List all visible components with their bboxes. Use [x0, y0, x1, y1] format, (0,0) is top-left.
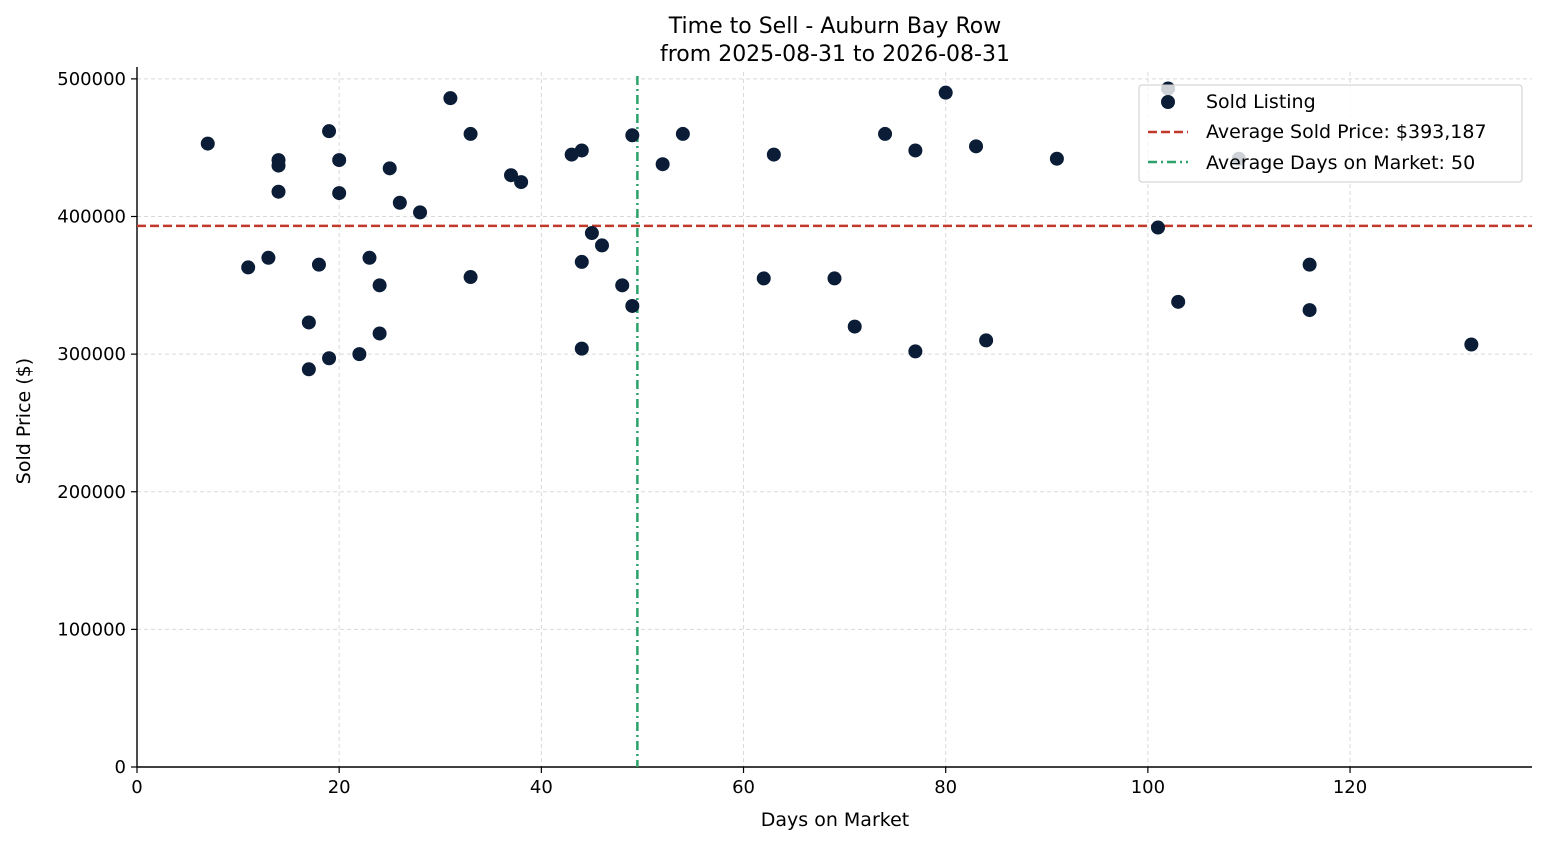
sold-listing-point [504, 168, 519, 183]
sold-listing-point [756, 271, 771, 286]
sold-listing-point [200, 136, 215, 151]
sold-listing-point [514, 175, 529, 190]
y-tick-label: 0 [115, 757, 126, 778]
sold-listing-point [625, 298, 640, 313]
x-tick-label: 20 [328, 777, 351, 798]
sold-listing-point [938, 85, 953, 100]
sold-listing-point [311, 257, 326, 272]
sold-listing-point [595, 238, 609, 253]
sold-listing-point [1302, 257, 1317, 272]
sold-listing-point [301, 362, 316, 377]
legend-label-avg-price: Average Sold Price: $393,187 [1206, 121, 1487, 143]
y-tick-label: 300000 [57, 344, 126, 365]
sold-listing-point [615, 278, 630, 293]
sold-listing-point [1150, 220, 1165, 235]
sold-listing-point [1171, 294, 1186, 309]
sold-listing-point [362, 250, 377, 265]
sold-listing-point [392, 195, 407, 210]
sold-listing-point [372, 278, 387, 293]
legend-label-avg-days: Average Days on Market: 50 [1206, 152, 1475, 174]
sold-listing-point [655, 157, 670, 172]
sold-listing-point [908, 143, 923, 158]
sold-listing-point [766, 147, 781, 162]
chart-subtitle: from 2025-08-31 to 2026-08-31 [660, 42, 1010, 67]
x-tick-label: 60 [732, 777, 755, 798]
x-tick-label: 80 [934, 777, 957, 798]
sold-listing-point [908, 344, 923, 359]
sold-listing-point [271, 158, 286, 173]
legend-box [1138, 84, 1523, 183]
legend: Sold Listing Average Sold Price: $393,18… [1138, 84, 1523, 183]
y-tick-label: 100000 [57, 619, 126, 640]
sold-listing-point [827, 271, 842, 286]
axes [131, 67, 1532, 773]
sold-listing-point [301, 315, 316, 330]
x-axis-label: Days on Market [761, 809, 909, 831]
sold-listing-point [574, 341, 589, 356]
sold-listing-point [979, 333, 994, 348]
legend-marker-sold-listing [1161, 95, 1175, 109]
sold-listing-point [463, 126, 478, 141]
y-tick-label: 200000 [57, 482, 126, 503]
sold-listing-point [332, 153, 347, 168]
sold-listing-point [625, 128, 640, 143]
sold-listing-point [574, 143, 589, 158]
sold-listing-point [382, 161, 397, 176]
sold-listing-point [878, 126, 893, 141]
y-tick-label: 500000 [57, 69, 126, 90]
x-tick-label: 0 [131, 777, 142, 798]
sold-listing-point [261, 250, 276, 265]
x-tick-label: 100 [1131, 777, 1165, 798]
sold-listing-point [463, 270, 478, 285]
sold-listing-point [443, 91, 458, 106]
y-tick-label: 400000 [57, 207, 126, 228]
tick-labels: 0 20 40 60 80 100 120 0 100000 200000 300000 400000… [57, 69, 1367, 798]
x-tick-label: 120 [1333, 777, 1367, 798]
sold-listing-point [413, 205, 428, 220]
legend-label-sold-listing: Sold Listing [1206, 91, 1316, 113]
sold-listing-point [332, 186, 347, 201]
sold-listing-point [1464, 337, 1479, 352]
sold-listing-point [241, 260, 256, 275]
sold-listing-point [847, 319, 862, 334]
chart-title: Time to Sell - Auburn Bay Row [668, 14, 1001, 39]
sold-listing-point [584, 226, 599, 241]
sold-listing-point [322, 124, 337, 139]
y-axis-label: Sold Price ($) [13, 358, 35, 484]
sold-listing-point [1049, 151, 1064, 166]
sold-listing-point [1302, 303, 1317, 318]
reference-lines [137, 76, 1532, 767]
sold-listing-point [352, 347, 367, 362]
sold-listing-point [574, 254, 589, 269]
sold-listing-point [969, 139, 984, 154]
sold-listing-point [322, 351, 337, 366]
sold-listing-point [372, 326, 387, 341]
sold-listing-point [271, 184, 286, 199]
sold-listing-point [675, 126, 690, 141]
x-tick-label: 40 [530, 777, 553, 798]
